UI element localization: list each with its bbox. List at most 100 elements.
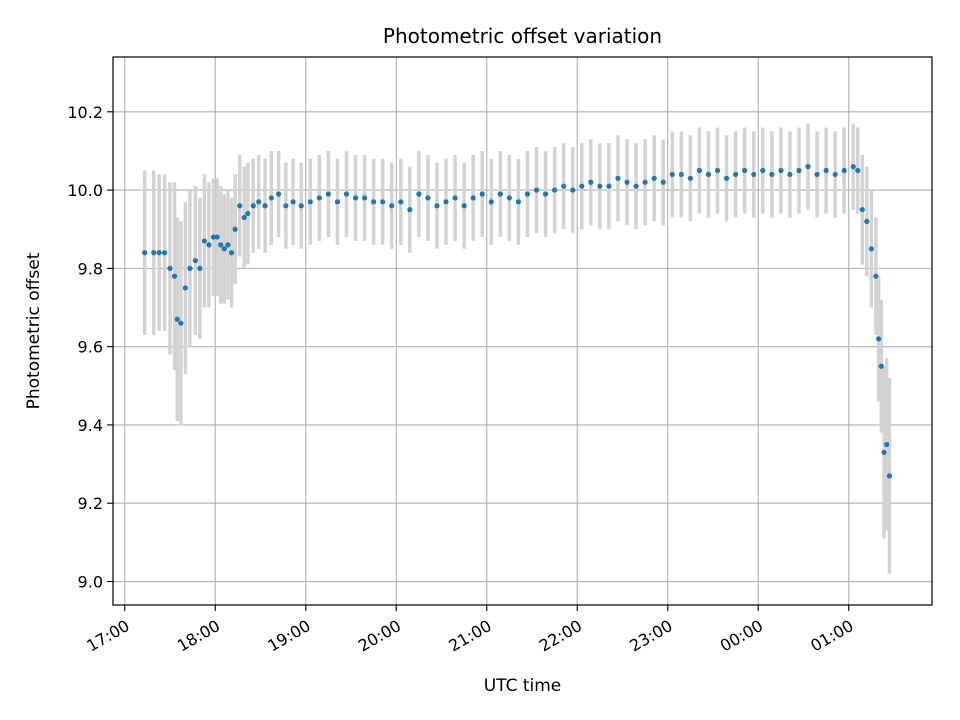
data-point <box>425 195 431 201</box>
data-point <box>769 171 775 178</box>
data-point <box>161 250 168 256</box>
data-point <box>542 191 549 197</box>
x-axis-label: UTC time <box>484 676 562 696</box>
data-point <box>886 473 893 479</box>
y-tick-label: 10.0 <box>67 181 103 200</box>
data-point <box>633 183 639 189</box>
data-point <box>479 191 485 197</box>
y-tick-label: 9.6 <box>78 338 103 357</box>
data-point <box>398 199 404 205</box>
data-point <box>298 203 304 209</box>
data-point <box>178 320 184 326</box>
data-point <box>434 203 440 209</box>
data-point <box>218 242 224 248</box>
data-point <box>778 167 784 174</box>
data-point <box>733 171 739 178</box>
data-point <box>642 179 648 185</box>
data-point <box>624 179 630 185</box>
data-point <box>334 199 341 205</box>
data-point <box>787 171 793 178</box>
data-point <box>250 203 256 209</box>
data-point <box>225 242 231 248</box>
data-point <box>588 179 594 185</box>
data-point <box>524 191 531 197</box>
data-point <box>470 195 476 201</box>
data-point <box>878 363 884 369</box>
data-point <box>823 167 829 174</box>
data-point <box>461 203 467 209</box>
data-point <box>488 199 494 205</box>
chart-title: Photometric offset variation <box>383 24 662 48</box>
data-point <box>832 171 838 178</box>
data-point <box>742 167 748 174</box>
data-point <box>361 195 368 201</box>
data-point <box>868 246 874 252</box>
data-point <box>561 183 567 189</box>
data-point <box>142 250 148 256</box>
data-point <box>316 195 322 201</box>
data-point <box>371 199 377 205</box>
data-point <box>660 179 666 185</box>
data-point <box>876 336 882 342</box>
data-point <box>723 175 730 181</box>
data-point <box>669 171 675 178</box>
data-point <box>705 171 712 178</box>
data-point <box>325 191 331 197</box>
data-point <box>506 195 512 201</box>
data-point <box>678 171 684 178</box>
data-point <box>237 203 243 209</box>
data-point <box>606 183 612 189</box>
data-point <box>714 167 721 174</box>
data-point <box>751 171 757 178</box>
data-point <box>864 218 870 224</box>
data-point <box>197 265 203 271</box>
y-tick-label: 9.8 <box>78 259 103 278</box>
data-point <box>201 238 208 244</box>
y-axis-label: Photometric offset <box>24 252 44 409</box>
data-point <box>307 199 313 205</box>
data-point <box>850 164 856 170</box>
grid <box>113 57 932 605</box>
data-point <box>696 167 703 174</box>
data-point <box>884 441 890 448</box>
data-point <box>533 187 540 193</box>
data-point <box>859 207 865 213</box>
data-point <box>187 265 193 271</box>
data-point <box>290 199 296 205</box>
data-point <box>597 183 603 189</box>
y-tick-label: 9.4 <box>78 416 103 435</box>
data-point <box>796 167 802 174</box>
data-point <box>615 175 621 181</box>
data-point <box>221 246 227 252</box>
data-point <box>283 203 289 209</box>
data-point <box>174 316 180 322</box>
data-point <box>760 167 766 174</box>
data-point <box>210 234 217 240</box>
data-point <box>380 199 386 205</box>
data-point <box>443 199 449 205</box>
plot-frame <box>112 56 933 606</box>
data-point <box>855 167 861 174</box>
data-point <box>814 171 820 178</box>
data-point <box>214 234 220 240</box>
data-point <box>156 250 162 256</box>
data-point <box>232 226 238 232</box>
data-point <box>841 167 847 174</box>
data-point <box>206 242 212 248</box>
data-point <box>228 250 235 256</box>
data-point <box>256 199 262 205</box>
data-point <box>182 285 188 291</box>
data-point <box>276 191 282 197</box>
data-point <box>651 175 657 181</box>
y-tick-label: 10.2 <box>67 103 103 122</box>
data-point <box>167 265 173 271</box>
y-axis-ticks: 9.0 9.2 9.4 9.6 9.8 10.0 10.2 <box>67 103 113 592</box>
data-point <box>552 187 558 193</box>
data-point <box>881 449 887 455</box>
y-tick-label: 9.0 <box>78 573 103 592</box>
y-tick-label: 9.2 <box>78 494 103 513</box>
data-point <box>407 207 413 213</box>
data-point <box>192 257 198 264</box>
data-point <box>151 250 157 256</box>
